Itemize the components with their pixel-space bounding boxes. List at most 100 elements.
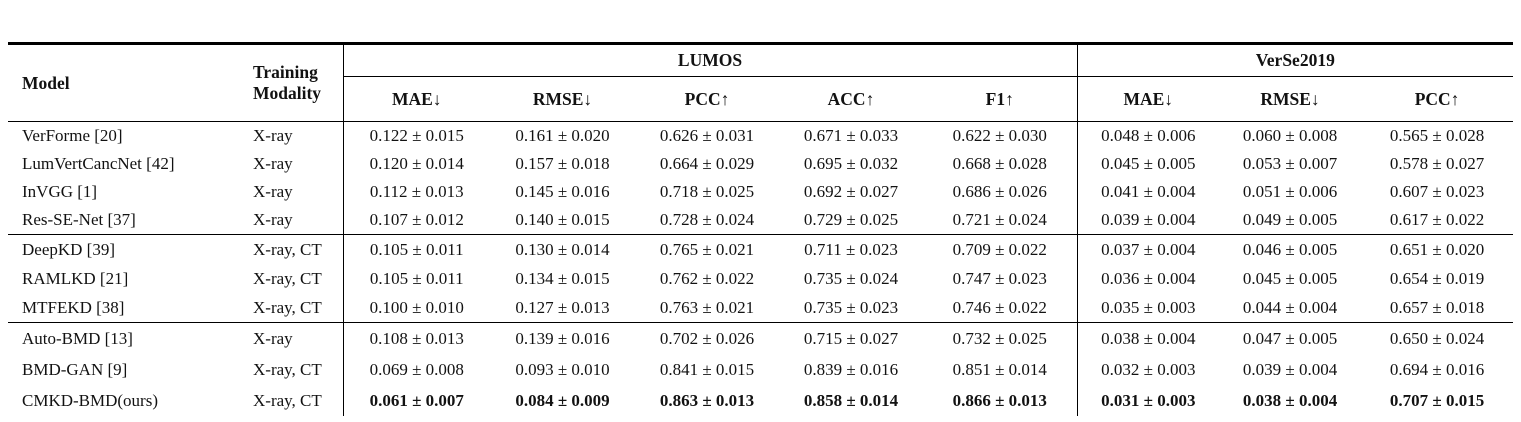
table-row: MTFEKD [38] X-ray, CT 0.100 ± 0.010 0.127 ±… <box>8 293 1513 323</box>
table-header: Model Training Modality LUMOS VerSe2019 … <box>8 43 1514 122</box>
training-modality: X-ray, CT <box>253 268 322 288</box>
lumos-value: 0.728 ± 0.024 <box>659 210 755 229</box>
lumos-value: 0.763 ± 0.021 <box>659 297 755 317</box>
lumos-value: 0.747 ± 0.023 <box>952 268 1047 288</box>
column-header-verse-mae: MAE↓ <box>1076 76 1220 122</box>
training-modality: X-ray <box>253 210 293 229</box>
verse-value: 0.651 ± 0.020 <box>1389 239 1485 259</box>
column-header-model: Model <box>22 72 70 93</box>
lumos-value: 0.735 ± 0.024 <box>803 268 899 288</box>
lumos-value: 0.686 ± 0.026 <box>952 182 1047 201</box>
verse-value: 0.060 ± 0.008 <box>1242 126 1338 145</box>
table-row: Auto-BMD [13] X-ray 0.108 ± 0.013 0.139 ± 0… <box>8 322 1513 354</box>
column-header-lumos-pcc: PCC↑ <box>684 88 730 109</box>
verse-value: 0.051 ± 0.006 <box>1242 182 1338 201</box>
model-name: MTFEKD [38] <box>22 297 125 317</box>
lumos-value: 0.134 ± 0.015 <box>515 268 610 288</box>
verse-value: 0.038 ± 0.004 <box>1242 390 1338 410</box>
lumos-value: 0.718 ± 0.025 <box>659 182 755 201</box>
lumos-value: 0.127 ± 0.013 <box>515 297 610 317</box>
model-name: CMKD-BMD(ours) <box>22 390 158 410</box>
lumos-value: 0.100 ± 0.010 <box>342 293 490 323</box>
table-row: Res-SE-Net [37] X-ray 0.107 ± 0.012 0.140 ±… <box>8 206 1513 235</box>
table-group-xray-baselines: VerForme [20] X-ray 0.122 ± 0.015 0.161 ± 0… <box>8 121 1514 235</box>
verse-value: 0.707 ± 0.015 <box>1389 390 1485 410</box>
verse-value: 0.049 ± 0.005 <box>1242 210 1338 229</box>
training-modality: X-ray, CT <box>253 359 322 379</box>
lumos-value: 0.161 ± 0.020 <box>515 126 610 145</box>
column-header-lumos-mae: MAE↓ <box>342 76 490 122</box>
model-name: DeepKD [39] <box>22 239 115 259</box>
verse-value: 0.565 ± 0.028 <box>1389 126 1485 145</box>
verse-value: 0.045 ± 0.005 <box>1076 150 1220 178</box>
training-modality: X-ray, CT <box>253 239 322 259</box>
verse-value: 0.657 ± 0.018 <box>1389 297 1485 317</box>
lumos-value: 0.866 ± 0.013 <box>952 390 1047 410</box>
metric-header-row: MAE↓ RMSE↓ PCC↑ ACC↑ F1↑ MAE↓ RMSE↓ PCC↑ <box>8 76 1513 122</box>
model-name: InVGG [1] <box>22 182 98 201</box>
model-name: LumVertCancNet [42] <box>22 154 175 173</box>
lumos-value: 0.746 ± 0.022 <box>952 297 1047 317</box>
lumos-value: 0.695 ± 0.032 <box>803 154 899 173</box>
table-row: LumVertCancNet [42] X-ray 0.120 ± 0.014 0.1… <box>8 150 1513 178</box>
training-modality: X-ray, CT <box>253 390 322 410</box>
verse-value: 0.047 ± 0.005 <box>1242 328 1338 348</box>
verse-value: 0.578 ± 0.027 <box>1389 154 1485 173</box>
verse-value: 0.044 ± 0.004 <box>1242 297 1338 317</box>
lumos-value: 0.107 ± 0.012 <box>342 206 490 235</box>
column-header-lumos-acc: ACC↑ <box>827 88 875 109</box>
verse-value: 0.045 ± 0.005 <box>1242 268 1338 288</box>
lumos-value: 0.711 ± 0.023 <box>804 239 898 259</box>
lumos-value: 0.105 ± 0.011 <box>342 264 490 293</box>
lumos-value: 0.668 ± 0.028 <box>952 154 1047 173</box>
lumos-value: 0.120 ± 0.014 <box>342 150 490 178</box>
verse-value: 0.038 ± 0.004 <box>1076 322 1220 354</box>
lumos-value: 0.735 ± 0.023 <box>803 297 899 317</box>
verse-value: 0.039 ± 0.004 <box>1076 206 1220 235</box>
training-modality: X-ray <box>253 328 293 348</box>
lumos-value: 0.765 ± 0.021 <box>659 239 755 259</box>
verse-value: 0.607 ± 0.023 <box>1389 182 1485 201</box>
lumos-value: 0.702 ± 0.026 <box>659 328 755 348</box>
lumos-value: 0.139 ± 0.016 <box>515 328 610 348</box>
training-modality: X-ray <box>253 126 293 145</box>
verse-value: 0.617 ± 0.022 <box>1389 210 1485 229</box>
table-group-kd-methods: DeepKD [39] X-ray, CT 0.105 ± 0.011 0.130 ±… <box>8 234 1514 323</box>
dataset-header-verse2019: VerSe2019 <box>1076 43 1514 77</box>
lumos-value: 0.108 ± 0.013 <box>342 322 490 354</box>
training-modality: X-ray <box>253 154 293 173</box>
column-header-lumos-rmse: RMSE↓ <box>532 88 593 109</box>
column-header-training-modality: Training Modality <box>253 62 322 103</box>
model-name: VerForme [20] <box>22 126 123 145</box>
lumos-value: 0.839 ± 0.016 <box>803 359 899 379</box>
lumos-value: 0.858 ± 0.014 <box>803 390 899 410</box>
verse-value: 0.046 ± 0.005 <box>1242 239 1338 259</box>
lumos-value: 0.664 ± 0.029 <box>659 154 755 173</box>
group-header-row: Model Training Modality LUMOS VerSe2019 <box>8 43 1514 103</box>
lumos-value: 0.626 ± 0.031 <box>659 126 755 145</box>
lumos-value: 0.692 ± 0.027 <box>803 182 899 201</box>
lumos-value: 0.709 ± 0.022 <box>952 239 1047 259</box>
table-row: VerForme [20] X-ray 0.122 ± 0.015 0.161 ± 0… <box>8 121 1513 150</box>
lumos-value: 0.715 ± 0.027 <box>803 328 899 348</box>
lumos-value: 0.671 ± 0.033 <box>803 126 899 145</box>
column-header-verse-rmse: RMSE↓ <box>1260 88 1320 109</box>
lumos-value: 0.157 ± 0.018 <box>515 154 610 173</box>
verse-value: 0.031 ± 0.003 <box>1076 385 1220 416</box>
lumos-value: 0.851 ± 0.014 <box>952 359 1047 379</box>
verse-value: 0.053 ± 0.007 <box>1242 154 1338 173</box>
table-row: CMKD-BMD(ours) X-ray, CT 0.061 ± 0.007 0.08… <box>8 385 1513 416</box>
model-name: Auto-BMD [13] <box>22 328 133 348</box>
model-name: BMD-GAN [9] <box>22 359 128 379</box>
training-modality: X-ray, CT <box>253 297 322 317</box>
table-row: BMD-GAN [9] X-ray, CT 0.069 ± 0.008 0.093 ±… <box>8 354 1513 385</box>
lumos-value: 0.622 ± 0.030 <box>952 126 1047 145</box>
table-row: RAMLKD [21] X-ray, CT 0.105 ± 0.011 0.134 ±… <box>8 264 1513 293</box>
column-header-lumos-f1: F1↑ <box>985 88 1014 109</box>
lumos-value: 0.069 ± 0.008 <box>342 354 490 385</box>
lumos-value: 0.140 ± 0.015 <box>515 210 610 229</box>
verse-value: 0.048 ± 0.006 <box>1076 121 1220 150</box>
verse-value: 0.039 ± 0.004 <box>1242 359 1338 379</box>
lumos-value: 0.762 ± 0.022 <box>659 268 755 288</box>
